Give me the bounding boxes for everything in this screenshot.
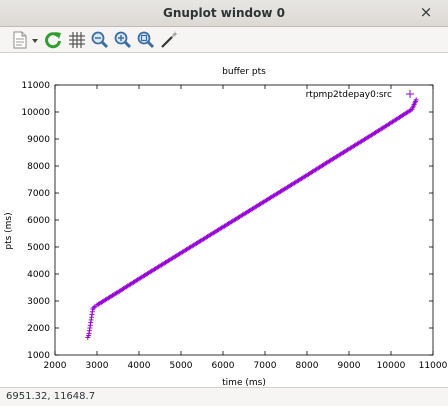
y-tick-label: 6000 bbox=[27, 216, 50, 226]
chart-title: buffer pts bbox=[222, 67, 266, 77]
y-tick-label: 8000 bbox=[27, 162, 50, 172]
plot-area[interactable]: buffer pts time (ms) pts (ms) 2000 3000 40… bbox=[0, 53, 448, 388]
x-tick-label: 4000 bbox=[128, 361, 151, 371]
x-tick-label: 7000 bbox=[254, 361, 277, 371]
y-tick-label: 11000 bbox=[21, 81, 50, 91]
x-tick-label: 3000 bbox=[86, 361, 109, 371]
close-icon[interactable]: × bbox=[419, 3, 433, 21]
legend-label: rtpmp2tdepay0:src bbox=[306, 90, 392, 100]
y-tick-label: 4000 bbox=[27, 270, 50, 280]
replot-icon[interactable] bbox=[43, 30, 63, 50]
x-tick-label: 5000 bbox=[170, 361, 193, 371]
y-tick-label: 7000 bbox=[27, 189, 50, 199]
data-point bbox=[413, 97, 419, 103]
x-tick-label: 11000 bbox=[419, 361, 448, 371]
status-bar: 6951.32, 11648.7 bbox=[0, 387, 448, 406]
x-tick-label: 10000 bbox=[377, 361, 406, 371]
y-tick-label: 2000 bbox=[27, 324, 50, 334]
grid-icon[interactable] bbox=[67, 30, 87, 50]
x-tick-label: 2000 bbox=[44, 361, 67, 371]
autoscale-icon[interactable] bbox=[136, 30, 156, 50]
zoom-previous-icon[interactable] bbox=[90, 30, 110, 50]
x-tick-label: 6000 bbox=[212, 361, 235, 371]
y-tick-label: 5000 bbox=[27, 243, 50, 253]
y-tick-label: 10000 bbox=[21, 108, 50, 118]
y-tick-label: 1000 bbox=[27, 351, 50, 361]
plot-frame bbox=[54, 84, 434, 356]
toolbar bbox=[0, 27, 448, 53]
x-axis-label: time (ms) bbox=[222, 378, 266, 387]
chart: buffer pts time (ms) pts (ms) 2000 3000 40… bbox=[4, 67, 448, 388]
x-tick-label: 9000 bbox=[338, 361, 361, 371]
y-tick-label: 9000 bbox=[27, 135, 50, 145]
x-tick-label: 8000 bbox=[296, 361, 319, 371]
y-tick-label: 3000 bbox=[27, 297, 50, 307]
window-titlebar: Gnuplot window 0 × bbox=[0, 0, 448, 27]
zoom-next-icon[interactable] bbox=[113, 30, 133, 50]
legend-marker bbox=[406, 90, 414, 98]
mouse-coordinates: 6951.32, 11648.7 bbox=[6, 391, 96, 402]
dropdown-arrow-icon[interactable] bbox=[31, 30, 39, 50]
configure-icon[interactable] bbox=[159, 30, 179, 50]
copy-to-clipboard-icon[interactable] bbox=[10, 30, 30, 50]
y-axis-label: pts (ms) bbox=[4, 212, 14, 249]
window-title: Gnuplot window 0 bbox=[163, 6, 285, 20]
